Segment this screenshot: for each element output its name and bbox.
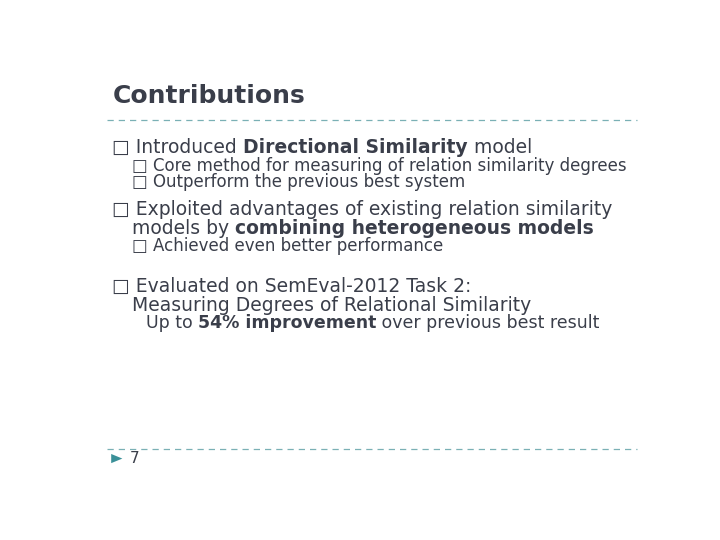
Text: Contributions: Contributions xyxy=(112,84,305,107)
Text: □ Evaluated on SemEval-2012 Task 2:: □ Evaluated on SemEval-2012 Task 2: xyxy=(112,277,472,296)
Text: combining heterogeneous models: combining heterogeneous models xyxy=(235,219,594,238)
Text: over previous best result: over previous best result xyxy=(377,314,600,332)
Text: models by: models by xyxy=(132,219,235,238)
Text: □ Exploited advantages of existing relation similarity: □ Exploited advantages of existing relat… xyxy=(112,200,613,219)
Text: 54% improvement: 54% improvement xyxy=(198,314,377,332)
Text: □ Outperform the previous best system: □ Outperform the previous best system xyxy=(132,173,465,191)
Text: Measuring Degrees of Relational Similarity: Measuring Degrees of Relational Similari… xyxy=(132,295,531,315)
Text: Directional Similarity: Directional Similarity xyxy=(243,138,468,157)
Text: □ Introduced: □ Introduced xyxy=(112,138,243,157)
Polygon shape xyxy=(111,454,122,463)
Text: model: model xyxy=(468,138,532,157)
Text: Up to: Up to xyxy=(145,314,198,332)
Text: □ Core method for measuring of relation similarity degrees: □ Core method for measuring of relation … xyxy=(132,157,626,175)
Text: 7: 7 xyxy=(130,451,140,466)
Text: □ Achieved even better performance: □ Achieved even better performance xyxy=(132,238,443,255)
